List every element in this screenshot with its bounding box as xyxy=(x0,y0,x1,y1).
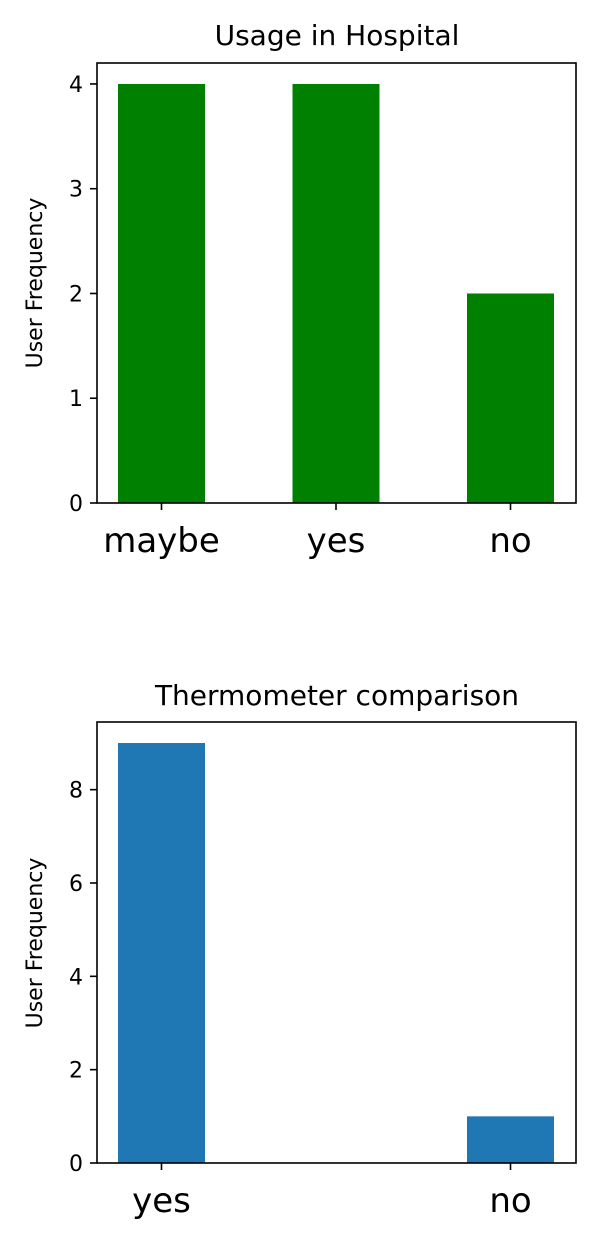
y-tick-label: 6 xyxy=(69,872,83,897)
y-axis-ticks: 0 2 4 6 8 xyxy=(69,779,97,1177)
y-tick-label: 4 xyxy=(69,965,83,990)
bar-yes xyxy=(118,743,205,1163)
y-tick-label: 4 xyxy=(69,73,83,98)
chart-thermometer-comparison: Thermometer comparison User Frequency 0 2… xyxy=(23,679,577,1221)
chart-usage-in-hospital: Usage in Hospital User Frequency 0 1 2 3 4 m… xyxy=(23,19,577,561)
x-tick-label: no xyxy=(489,1181,531,1221)
y-tick-label: 2 xyxy=(69,1059,83,1084)
y-tick-label: 8 xyxy=(69,779,83,804)
y-tick-label: 2 xyxy=(69,282,83,307)
y-tick-label: 0 xyxy=(69,492,83,517)
bar-yes xyxy=(292,83,380,503)
bar-maybe xyxy=(118,83,205,503)
x-tick-label: yes xyxy=(307,521,366,561)
chart-title: Usage in Hospital xyxy=(215,19,460,52)
bar-no xyxy=(467,293,554,503)
y-axis-ticks: 0 1 2 3 4 xyxy=(69,73,97,517)
axes-frame xyxy=(96,62,577,504)
bar-group xyxy=(118,83,554,503)
x-tick-label: maybe xyxy=(103,521,220,561)
x-tick-label: yes xyxy=(132,1181,191,1221)
y-tick-label: 1 xyxy=(69,387,83,412)
y-axis-label: User Frequency xyxy=(23,198,48,369)
chart-title: Thermometer comparison xyxy=(154,679,519,712)
bar-no xyxy=(467,1116,554,1163)
y-tick-label: 3 xyxy=(69,178,83,203)
y-axis-label: User Frequency xyxy=(23,858,48,1029)
x-axis-ticks: yes no xyxy=(132,1163,532,1221)
axes-frame xyxy=(96,721,577,1164)
y-tick-label: 0 xyxy=(69,1152,83,1177)
bar-group xyxy=(118,743,554,1163)
x-axis-ticks: maybe yes no xyxy=(103,503,532,561)
x-tick-label: no xyxy=(489,521,531,561)
